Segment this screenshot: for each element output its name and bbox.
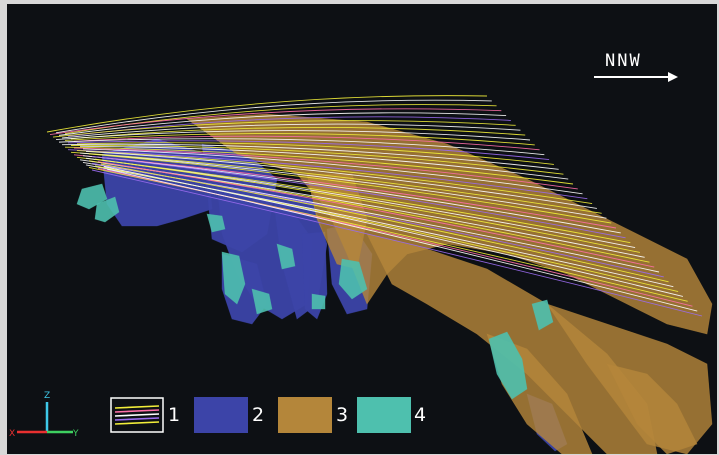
3d-viewport[interactable]: NNW Z X Y 1 2 3 — [7, 4, 717, 454]
survey-line — [61, 123, 521, 139]
survey-line — [91, 169, 703, 317]
direction-arrow-icon — [594, 72, 678, 82]
legend-label-4: 4 — [414, 404, 427, 426]
teal-body — [206, 213, 226, 233]
survey-line — [85, 150, 597, 209]
teal-body — [94, 196, 120, 223]
legend-swatch-lines — [110, 397, 164, 433]
teal-body — [221, 251, 246, 305]
axis-triad-icon: Z X Y — [9, 391, 79, 439]
survey-line — [76, 150, 593, 205]
survey-line — [79, 145, 569, 180]
survey-line — [55, 130, 531, 141]
legend-label-2: 2 — [252, 404, 265, 426]
survey-line — [94, 158, 640, 253]
survey-line — [67, 149, 588, 200]
survey-line — [91, 156, 626, 239]
axis-y-label: Y — [72, 429, 79, 439]
axis-z-label: Z — [44, 391, 50, 401]
geological-model-scene — [46, 95, 713, 454]
teal-body — [338, 258, 368, 300]
survey-line — [82, 148, 583, 195]
direction-label: NNW — [605, 51, 642, 71]
survey-line — [52, 120, 516, 138]
legend-swatch-teal — [357, 397, 411, 433]
survey-line — [79, 152, 607, 219]
teal-body — [311, 293, 326, 310]
legend-swatch-ochre — [278, 397, 332, 433]
survey-line — [70, 145, 564, 175]
survey-line — [97, 161, 655, 268]
survey-line — [61, 143, 559, 170]
teal-body — [251, 288, 273, 315]
survey-line — [73, 154, 617, 229]
survey-line — [49, 108, 502, 135]
survey-line — [67, 140, 550, 161]
survey-line — [58, 138, 545, 156]
survey-line — [103, 166, 683, 297]
legend-label-1: 1 — [168, 404, 181, 426]
teal-body — [531, 299, 554, 331]
teal-body — [488, 331, 528, 400]
survey-line — [76, 142, 554, 165]
survey-line — [82, 155, 621, 234]
ochre-body — [606, 363, 698, 454]
survey-line — [100, 163, 669, 283]
teal-body — [276, 243, 296, 270]
survey-line — [73, 147, 578, 190]
survey-line — [46, 95, 488, 133]
survey-line — [70, 151, 602, 214]
survey-line — [64, 146, 574, 185]
survey-line — [58, 112, 507, 136]
axis-x-label: X — [9, 429, 15, 439]
survey-line — [106, 168, 698, 312]
legend-swatch-blue — [194, 397, 248, 433]
survey-line — [73, 135, 540, 151]
survey-line — [55, 99, 492, 134]
legend-label-3: 3 — [336, 404, 349, 426]
survey-line — [70, 126, 526, 140]
survey-line — [64, 133, 535, 146]
survey-line — [88, 153, 612, 224]
